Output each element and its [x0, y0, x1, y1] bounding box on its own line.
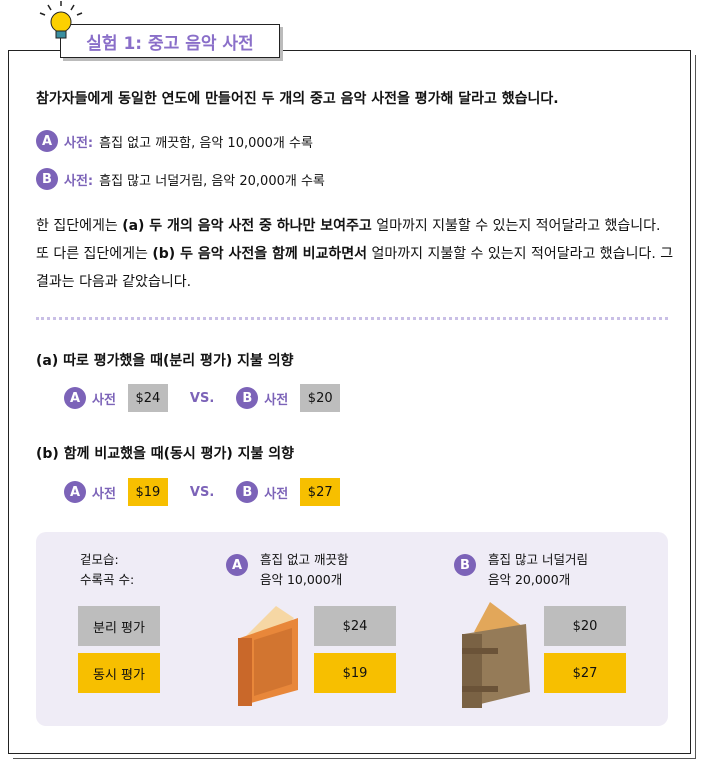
price-a-joint: $19: [314, 653, 396, 693]
description-paragraph: 한 집단에게는 (a) 두 개의 음악 사전 중 하나만 보여주고 얼마까지 지…: [36, 212, 676, 296]
text: 한 집단에게는: [36, 218, 123, 234]
text: 얼마까지 지불할 수 있는지 적어달라고 했습니다. 그 결과는 다음과 같았습…: [36, 246, 674, 290]
price-b-joint: $27: [544, 653, 626, 693]
price-b-separate: $20: [544, 606, 626, 646]
section-b-row: A 사전 $19 VS. B 사전 $27: [64, 478, 341, 506]
text: 흠집 많고 너덜거림: [488, 552, 588, 567]
songs-label: 수록곡 수:: [80, 572, 135, 587]
item-label: 사전:: [64, 135, 94, 151]
vs-label: VS.: [189, 484, 215, 500]
clean-book-icon: [238, 606, 298, 706]
label: 사전: [92, 392, 116, 408]
item-a: A 사전: 흠집 없고 깨끗함, 음악 10,000개 수록: [36, 130, 313, 152]
price-a: $24: [127, 384, 168, 412]
badge-a: A: [36, 130, 58, 152]
separate-eval-label: 분리 평가: [78, 606, 160, 646]
badge-a: A: [226, 554, 248, 576]
label: 사전: [92, 486, 116, 502]
bold-text: (b) 두 음악 사전을 함께 비교하면서: [152, 246, 368, 262]
section-b-heading: (b) 함께 비교했을 때(동시 평가) 지불 의향: [36, 446, 295, 462]
frame-shadow: [13, 55, 696, 759]
label: 사전: [264, 486, 289, 502]
bold-text: (a) 두 개의 음악 사전 중 하나만 보여주고: [122, 218, 372, 234]
page-title: 실험 1: 중고 음악 사전: [60, 24, 280, 58]
section-a-row: A 사전 $24 VS. B 사전 $20: [64, 384, 341, 412]
item-label: 사전:: [64, 173, 94, 189]
row-labels: 겉모습: 수록곡 수:: [80, 550, 134, 590]
price-b: $20: [300, 384, 341, 412]
item-desc: 흠집 많고 너덜거림, 음악 20,000개 수록: [99, 173, 325, 189]
price-a: $19: [127, 478, 168, 506]
label: 사전: [264, 392, 289, 408]
lightbulb-icon: [39, 1, 83, 39]
vs-label: VS.: [189, 390, 215, 406]
badge-b: B: [454, 554, 476, 576]
text: 흠집 없고 깨끗함: [260, 552, 349, 567]
appearance-label: 겉모습:: [80, 552, 119, 567]
badge-b: B: [36, 168, 58, 190]
dotted-divider: [36, 317, 668, 320]
item-desc: 흠집 없고 깨끗함, 음악 10,000개 수록: [99, 135, 313, 151]
price-b: $27: [300, 478, 341, 506]
text: 음악 20,000개: [488, 572, 571, 587]
intro-text: 참가자들에게 동일한 연도에 만들어진 두 개의 중고 음악 사전을 평가해 달…: [36, 91, 559, 107]
worn-book-icon: [462, 602, 530, 708]
section-a-heading: (a) 따로 평가했을 때(분리 평가) 지불 의향: [36, 353, 294, 369]
price-a-separate: $24: [314, 606, 396, 646]
text: 얼마까지 지불할 수 있는지 적어달라고 했습니다. 또 다른 집단에게는: [36, 218, 661, 262]
item-b: B 사전: 흠집 많고 너덜거림, 음악 20,000개 수록: [36, 168, 325, 190]
text: 음악 10,000개: [260, 572, 343, 587]
joint-eval-label: 동시 평가: [78, 653, 160, 693]
